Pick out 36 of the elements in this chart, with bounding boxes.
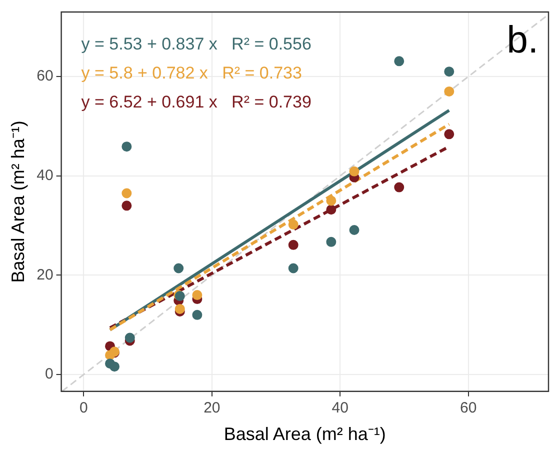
point — [326, 196, 336, 206]
point — [349, 166, 360, 176]
point — [326, 204, 336, 215]
y-tick-label: 20 — [36, 266, 54, 284]
point — [288, 263, 298, 274]
y-axis-title: Basal Area (m² ha⁻¹) — [8, 120, 28, 283]
x-tick-label: 0 — [80, 400, 88, 417]
y-tick-label: 40 — [36, 167, 54, 184]
point — [444, 66, 454, 77]
point — [122, 188, 132, 198]
point — [192, 310, 202, 320]
annotation: y = 5.8 + 0.782 x R² = 0.733 — [81, 64, 302, 83]
point — [124, 332, 135, 343]
annotation: y = 6.52 + 0.691 x R² = 0.739 — [81, 92, 312, 112]
annotation: y = 5.53 + 0.837 x R² = 0.556 — [81, 34, 312, 54]
point — [394, 182, 404, 192]
y-tick-label: 0 — [44, 366, 54, 383]
point — [326, 236, 336, 247]
point — [394, 56, 404, 66]
point — [349, 225, 360, 236]
point — [288, 220, 298, 230]
point — [444, 86, 454, 96]
point — [109, 362, 120, 372]
point — [288, 240, 298, 250]
point — [444, 129, 454, 140]
point — [122, 142, 132, 152]
point — [174, 263, 184, 274]
x-tick-label: 60 — [460, 400, 477, 417]
x-tick-label: 20 — [204, 400, 220, 417]
x-tick-label: 40 — [332, 400, 348, 417]
annotation: b. — [506, 19, 538, 62]
y-tick-label: 60 — [36, 68, 54, 85]
point — [192, 290, 202, 300]
point — [122, 200, 132, 211]
point — [174, 304, 185, 314]
x-axis-title: Basal Area (m² ha⁻¹) — [224, 424, 386, 444]
